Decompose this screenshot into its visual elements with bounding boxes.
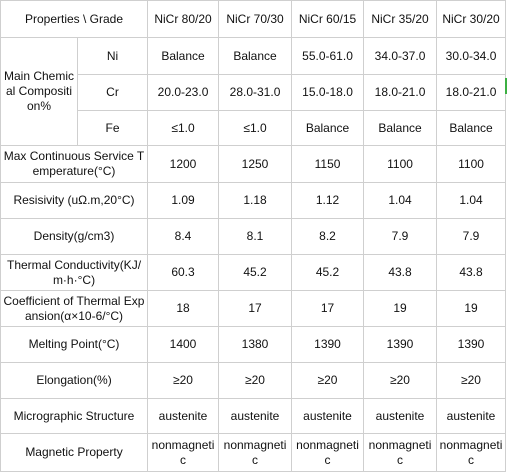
- value-cell: 15.0-18.0: [291, 74, 365, 111]
- value-cell: Balance: [147, 37, 220, 75]
- element-label: Fe: [76, 110, 149, 146]
- property-label: Magnetic Property: [0, 433, 149, 472]
- value-cell: austenite: [147, 398, 220, 434]
- value-cell: nonmagnetic: [363, 433, 438, 472]
- property-label: Resisivity (uΩ.m,20°C): [0, 182, 149, 219]
- value-cell: ≤1.0: [147, 110, 220, 146]
- value-cell: 30.0-34.0: [436, 37, 507, 75]
- value-cell: austenite: [363, 398, 438, 434]
- value-cell: ≥20: [218, 362, 293, 399]
- table-row: Thermal Conductivity(KJ/m·h·°C) 60.3 45.2 4…: [0, 254, 507, 291]
- value-cell: 1390: [291, 326, 365, 363]
- value-cell: 1.18: [218, 182, 293, 219]
- value-cell: nonmagnetic: [291, 433, 365, 472]
- value-cell: 1.12: [291, 182, 365, 219]
- value-cell: 17: [218, 290, 293, 327]
- value-cell: 1100: [436, 145, 507, 183]
- value-cell: 17: [291, 290, 365, 327]
- property-label: Coefficient of Thermal Expansion(α×10-6/…: [0, 290, 149, 327]
- value-cell: ≤1.0: [218, 110, 293, 146]
- value-cell: ≥20: [363, 362, 438, 399]
- value-cell: ≥20: [436, 362, 507, 399]
- grade-header: NiCr 30/20: [436, 0, 507, 38]
- value-cell: austenite: [218, 398, 293, 434]
- accent-bar: [505, 78, 507, 94]
- table-row: Magnetic Property nonmagnetic nonmagnetic n…: [0, 433, 507, 472]
- grade-header: NiCr 35/20: [363, 0, 438, 38]
- property-label: Max Continuous Service Temperature(°C): [0, 145, 149, 183]
- value-cell: 1380: [218, 326, 293, 363]
- value-cell: nonmagnetic: [436, 433, 507, 472]
- value-cell: 1390: [363, 326, 438, 363]
- corner-header: Properties \ Grade: [0, 0, 149, 38]
- value-cell: 19: [436, 290, 507, 327]
- table-row: Max Continuous Service Temperature(°C) 12…: [0, 145, 507, 183]
- value-cell: 20.0-23.0: [147, 74, 220, 111]
- element-label: Cr: [76, 74, 149, 111]
- value-cell: 55.0-61.0: [291, 37, 365, 75]
- grade-header: NiCr 80/20: [147, 0, 220, 38]
- value-cell: 18.0-21.0: [436, 74, 507, 111]
- value-cell: 45.2: [218, 254, 293, 291]
- value-cell: Balance: [363, 110, 438, 146]
- value-cell: nonmagnetic: [218, 433, 293, 472]
- grade-header: NiCr 70/30: [218, 0, 293, 38]
- table-row: Micrographic Structure austenite austenite…: [0, 398, 507, 434]
- value-cell: 43.8: [436, 254, 507, 291]
- property-label: Thermal Conductivity(KJ/m·h·°C): [0, 254, 149, 291]
- grade-header: NiCr 60/15: [291, 0, 365, 38]
- value-cell: austenite: [291, 398, 365, 434]
- property-label: Elongation(%): [0, 362, 149, 399]
- property-label: Density(g/cm3): [0, 218, 149, 255]
- value-cell: austenite: [436, 398, 507, 434]
- value-cell: 1.04: [436, 182, 507, 219]
- value-cell: ≥20: [291, 362, 365, 399]
- table-row: Coefficient of Thermal Expansion(α×10-6/…: [0, 290, 507, 327]
- table-row: Melting Point(°C) 1400 1380 1390 1390 1390: [0, 326, 507, 363]
- value-cell: 8.1: [218, 218, 293, 255]
- table-row: Main Chemical Composition% Ni Balance Balan…: [0, 37, 507, 146]
- value-cell: 34.0-37.0: [363, 37, 438, 75]
- value-cell: 43.8: [363, 254, 438, 291]
- value-cell: 28.0-31.0: [218, 74, 293, 111]
- value-cell: 1.04: [363, 182, 438, 219]
- value-cell: 8.4: [147, 218, 220, 255]
- value-cell: 1100: [363, 145, 438, 183]
- value-cell: 19: [363, 290, 438, 327]
- value-cell: 60.3: [147, 254, 220, 291]
- group-label: Main Chemical Composition%: [0, 37, 78, 146]
- value-cell: Balance: [218, 37, 293, 75]
- value-cell: ≥20: [147, 362, 220, 399]
- value-cell: 7.9: [436, 218, 507, 255]
- table-row: Resisivity (uΩ.m,20°C) 1.09 1.18 1.12 1.04 1.…: [0, 182, 507, 219]
- element-label: Ni: [76, 37, 149, 75]
- value-cell: Balance: [291, 110, 365, 146]
- value-cell: 1250: [218, 145, 293, 183]
- property-label: Melting Point(°C): [0, 326, 149, 363]
- table-row: Density(g/cm3) 8.4 8.1 8.2 7.9 7.9: [0, 218, 507, 255]
- table-row: Elongation(%) ≥20 ≥20 ≥20 ≥20 ≥20: [0, 362, 507, 399]
- value-cell: nonmagnetic: [147, 433, 220, 472]
- value-cell: 18: [147, 290, 220, 327]
- value-cell: 1150: [291, 145, 365, 183]
- value-cell: Balance: [436, 110, 507, 146]
- value-cell: 8.2: [291, 218, 365, 255]
- value-cell: 1200: [147, 145, 220, 183]
- table-row: Cr 20.0-23.0 28.0-31.0 15.0-18.0 18.0-21.0 18…: [1, 74, 507, 111]
- value-cell: 7.9: [363, 218, 438, 255]
- value-cell: 1390: [436, 326, 507, 363]
- property-label: Micrographic Structure: [0, 398, 149, 434]
- value-cell: 1.09: [147, 182, 220, 219]
- value-cell: 1400: [147, 326, 220, 363]
- value-cell: 45.2: [291, 254, 365, 291]
- value-cell: 18.0-21.0: [363, 74, 438, 111]
- table-row: Properties \ Grade NiCr 80/20 NiCr 70/30 Ni…: [0, 0, 507, 38]
- table-row: Fe ≤1.0 ≤1.0 Balance Balance Balance: [1, 110, 507, 146]
